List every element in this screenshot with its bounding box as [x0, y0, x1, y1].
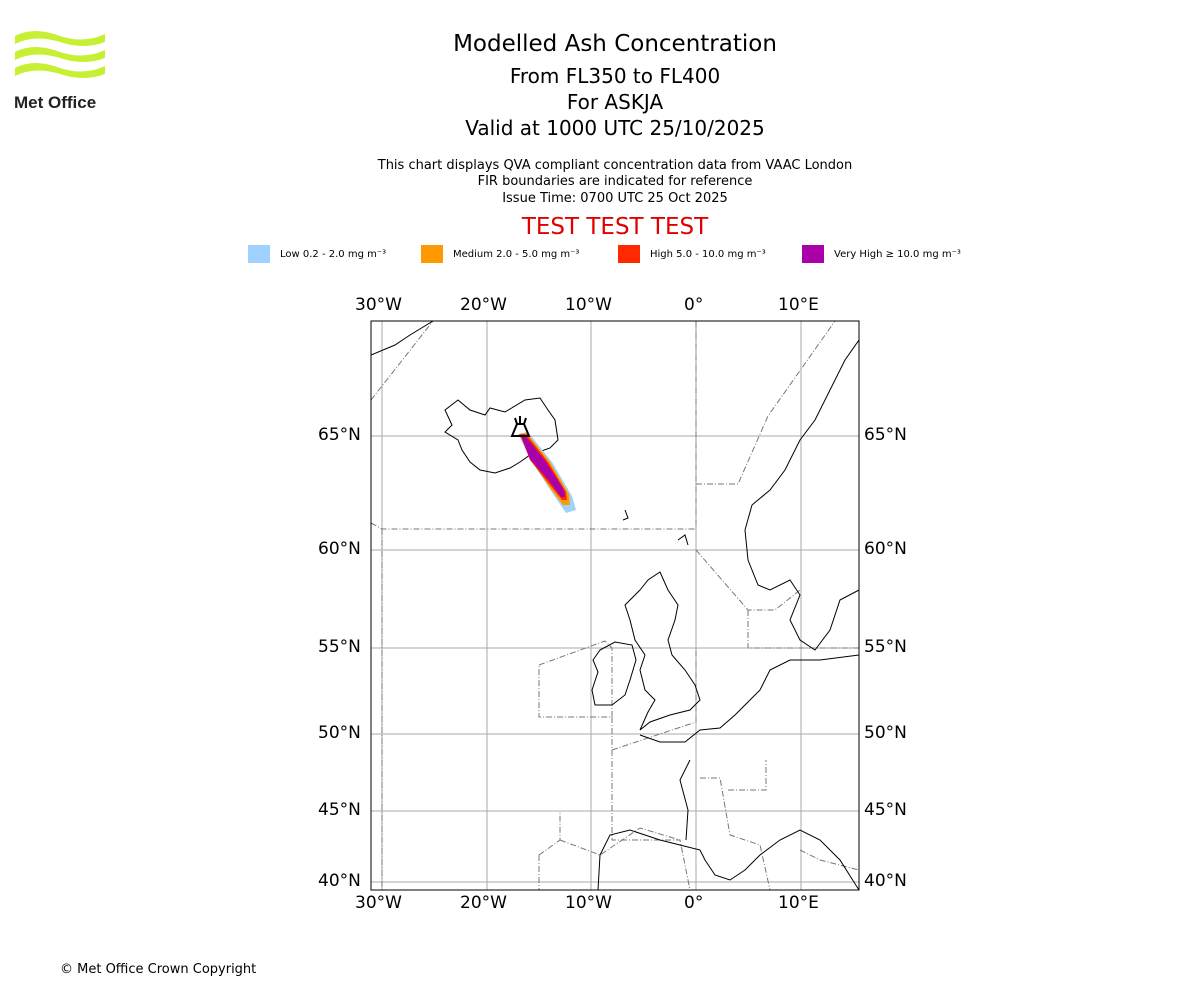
lat-tick-right: 60°N	[864, 539, 907, 559]
subtitle-line: This chart displays QVA compliant concen…	[377, 158, 853, 173]
lon-tick-top: 20°W	[460, 295, 507, 315]
legend-label: High 5.0 - 10.0 mg m⁻³	[650, 248, 766, 260]
issue-time: Issue Time: 0700 UTC 25 Oct 2025	[502, 191, 728, 206]
lat-tick-left: 40°N	[318, 871, 361, 891]
lon-tick-top: 10°W	[565, 295, 612, 315]
lon-tick-top: 10°E	[778, 295, 819, 315]
lon-tick-bottom: 20°W	[460, 893, 507, 913]
svg-text:Met Office: Met Office	[14, 93, 96, 112]
lat-tick-left: 65°N	[318, 425, 361, 445]
lat-tick-right: 55°N	[864, 637, 907, 657]
graticule	[371, 321, 859, 890]
legend-item-high: High 5.0 - 10.0 mg m⁻³	[618, 245, 766, 263]
met-office-logo: Met Office	[14, 30, 106, 116]
lat-tick-right: 65°N	[864, 425, 907, 445]
flight-levels: From FL350 to FL400	[509, 64, 721, 88]
legend-item-low: Low 0.2 - 2.0 mg m⁻³	[248, 245, 386, 263]
legend-item-medium: Medium 2.0 - 5.0 mg m⁻³	[421, 245, 579, 263]
legend-swatch	[618, 245, 640, 263]
subtitle-line: FIR boundaries are indicated for referen…	[477, 174, 753, 189]
legend-label: Medium 2.0 - 5.0 mg m⁻³	[453, 248, 580, 260]
copyright: © Met Office Crown Copyright	[60, 962, 257, 977]
lon-tick-bottom: 10°E	[778, 893, 819, 913]
chart-title: Modelled Ash Concentration	[453, 31, 777, 57]
lon-tick-bottom: 30°W	[355, 893, 402, 913]
lat-tick-right: 40°N	[864, 871, 907, 891]
lon-tick-bottom: 10°W	[565, 893, 612, 913]
lat-tick-right: 45°N	[864, 800, 907, 820]
map-frame	[370, 320, 860, 891]
lat-tick-left: 55°N	[318, 637, 361, 657]
ash-plume	[518, 432, 576, 513]
met-office-waves-icon: Met Office	[14, 31, 105, 112]
lat-tick-right: 50°N	[864, 723, 907, 743]
legend-swatch	[802, 245, 824, 263]
legend-swatch	[421, 245, 443, 263]
lat-tick-left: 50°N	[318, 723, 361, 743]
legend-label: Very High ≥ 10.0 mg m⁻³	[834, 248, 961, 260]
volcano-name: For ASKJA	[566, 90, 664, 114]
legend-item-very-high: Very High ≥ 10.0 mg m⁻³	[802, 245, 961, 263]
valid-time: Valid at 1000 UTC 25/10/2025	[465, 116, 765, 140]
lat-tick-left: 60°N	[318, 539, 361, 559]
lat-tick-left: 45°N	[318, 800, 361, 820]
fir-boundaries	[371, 321, 859, 890]
test-banner: TEST TEST TEST	[521, 214, 709, 240]
lon-tick-top: 30°W	[355, 295, 402, 315]
legend-label: Low 0.2 - 2.0 mg m⁻³	[280, 248, 387, 260]
coastlines	[371, 321, 859, 890]
legend-swatch	[248, 245, 270, 263]
volcano-icon	[510, 416, 531, 437]
lon-tick-top: 0°	[684, 295, 704, 315]
lon-tick-bottom: 0°	[684, 893, 704, 913]
